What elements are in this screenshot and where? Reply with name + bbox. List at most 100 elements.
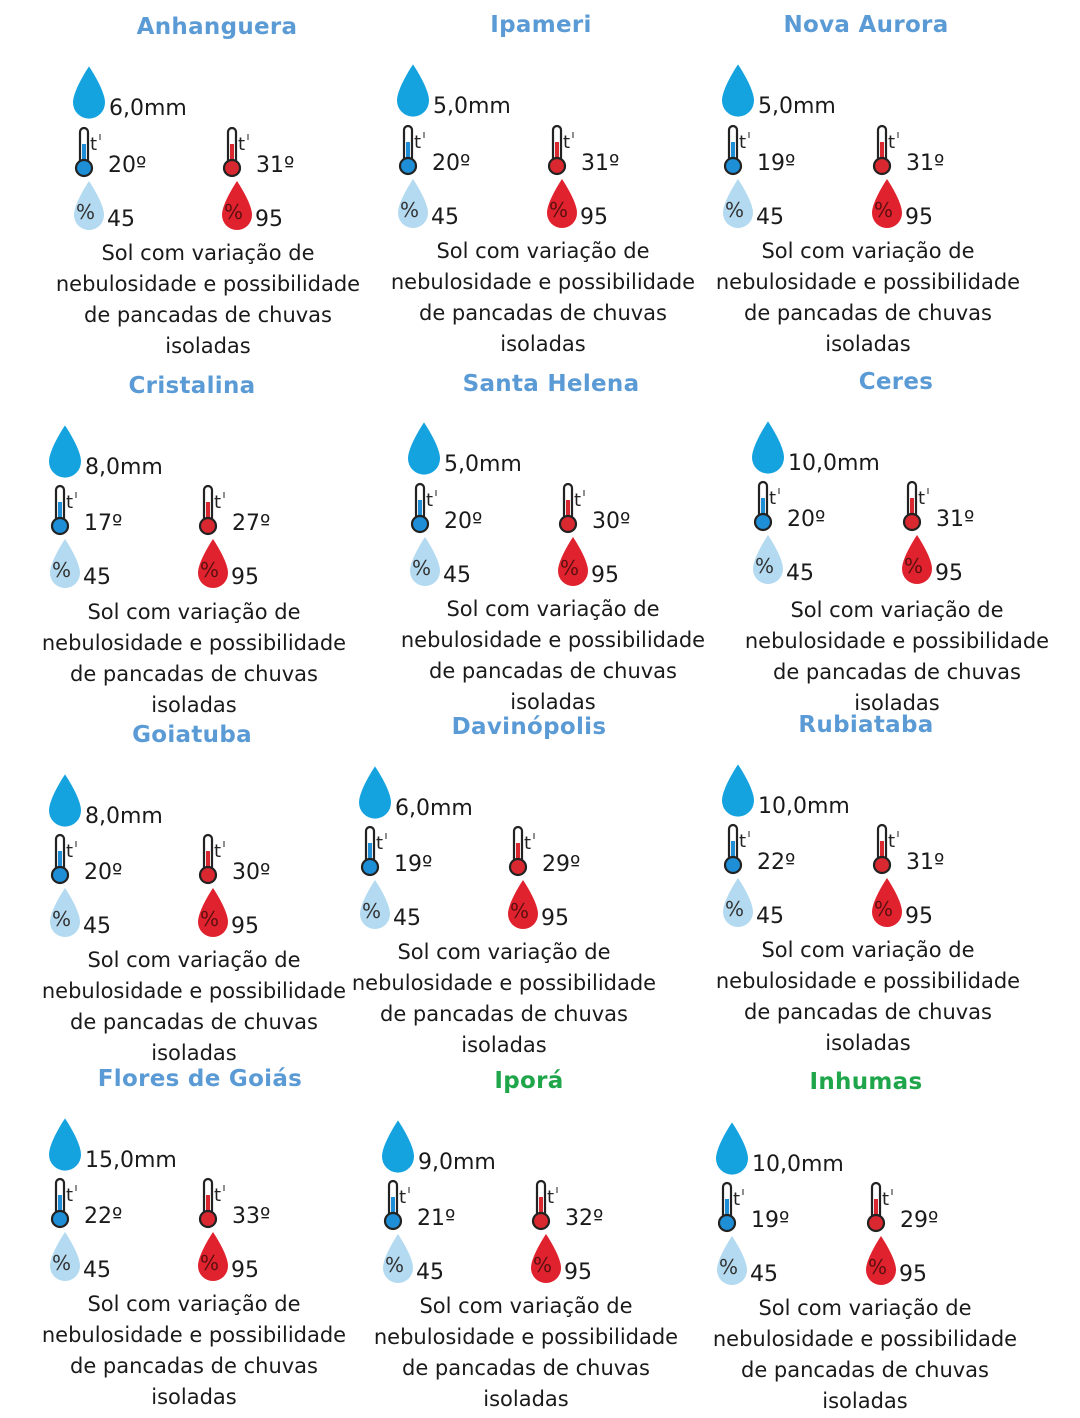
forecast-description: Sol com variação de nebulosidade e possib… [24,597,364,721]
temp-min: 20º [108,153,147,178]
rain-drop-icon [752,421,784,475]
description-line: de pancadas de chuvas [419,301,667,325]
temp-max: 31º [936,507,975,532]
temp-max: 30º [592,509,631,534]
humidity-max: 95 [905,904,933,929]
description-line: isoladas [151,1385,237,1409]
description-line: de pancadas de chuvas [741,1358,989,1382]
humidity-max: 95 [905,205,933,230]
city-title: Ceres [858,369,934,395]
description-line: de pancadas de chuvas [70,1010,318,1034]
description-line: Sol com variação de [761,239,975,263]
rain-drop-icon [382,1120,414,1174]
forecast-description: Sol com variação de nebulosidade e possib… [334,937,674,1061]
humidity-min: 45 [83,565,111,590]
humidity-min: 45 [786,561,814,586]
forecast-description: Sol com variação de nebulosidade e possib… [24,945,364,1069]
rain-amount: 8,0mm [85,804,163,829]
forecast-description: Sol com variação de nebulosidade e possib… [356,1291,696,1415]
city-title: Nova Aurora [783,12,949,38]
humidity-min-icon [410,537,440,587]
rain-drop-icon [722,764,754,818]
city-title: Santa Helena [462,371,640,397]
temp-min: 22º [84,1204,123,1229]
description-line: de pancadas de chuvas [773,660,1021,684]
description-line: de pancadas de chuvas [84,303,332,327]
forecast-description: Sol com variação de nebulosidade e possib… [698,935,1038,1059]
humidity-max-icon [508,880,538,930]
humidity-max-icon [547,179,577,229]
humidity-max: 95 [541,906,569,931]
description-line: Sol com variação de [419,1294,633,1318]
temp-min: 20º [432,151,471,176]
description-line: Sol com variação de [761,938,975,962]
humidity-min: 45 [750,1262,778,1287]
forecast-description: Sol com variação de nebulosidade e possib… [727,595,1067,719]
temp-max: 31º [256,153,295,178]
rain-drop-icon [716,1122,748,1176]
forecast-description: Sol com variação de nebulosidade e possib… [373,236,713,360]
humidity-max-icon [531,1234,561,1284]
humidity-max: 95 [935,561,963,586]
city-title: Cristalina [128,373,256,399]
humidity-min: 45 [83,914,111,939]
rain-drop-icon [722,64,754,118]
rain-amount: 9,0mm [418,1150,496,1175]
description-line: de pancadas de chuvas [70,662,318,686]
description-line: nebulosidade e possibilidade [715,969,1021,993]
humidity-max: 95 [231,914,259,939]
description-line: isoladas [500,332,586,356]
description-line: nebulosidade e possibilidade [41,631,347,655]
city-title: Rubiataba [798,712,934,738]
description-line: Sol com variação de [436,239,650,263]
humidity-max: 95 [580,205,608,230]
humidity-max: 95 [231,565,259,590]
description-line: nebulosidade e possibilidade [351,971,657,995]
temp-min: 19º [394,852,433,877]
temp-max: 29º [900,1208,939,1233]
humidity-max-icon [198,539,228,589]
description-line: Sol com variação de [87,600,301,624]
humidity-min: 45 [107,207,135,232]
city-title: Goiatuba [132,722,252,748]
description-line: de pancadas de chuvas [70,1354,318,1378]
temp-max: 31º [906,850,945,875]
humidity-max: 95 [255,207,283,232]
rain-amount: 10,0mm [758,794,850,819]
description-line: Sol com variação de [790,598,1004,622]
temp-max: 31º [906,151,945,176]
rain-amount: 5,0mm [758,94,836,119]
temp-max: 30º [232,860,271,885]
temp-min: 19º [751,1208,790,1233]
rain-drop-icon [359,766,391,820]
humidity-max-icon [872,179,902,229]
humidity-min-icon [753,535,783,585]
city-title: Anhanguera [136,14,298,40]
temp-min: 22º [757,850,796,875]
humidity-max-icon [866,1236,896,1286]
humidity-max-icon [872,878,902,928]
description-line: isoladas [165,334,251,358]
humidity-min-icon [74,181,104,231]
humidity-min: 45 [431,205,459,230]
city-title: Davinópolis [451,714,607,740]
temp-min: 20º [84,860,123,885]
description-line: nebulosidade e possibilidade [373,1325,679,1349]
city-title: Ipameri [490,12,592,38]
temp-max: 31º [581,151,620,176]
forecast-description: Sol com variação de nebulosidade e possib… [698,236,1038,360]
temp-min: 20º [444,509,483,534]
humidity-max-icon [558,537,588,587]
forecast-description: Sol com variação de nebulosidade e possib… [383,594,723,718]
humidity-min-icon [50,1232,80,1282]
temp-min: 20º [787,507,826,532]
description-line: isoladas [461,1033,547,1057]
rain-drop-icon [408,422,440,476]
humidity-min-icon [360,880,390,930]
description-line: de pancadas de chuvas [744,301,992,325]
description-line: Sol com variação de [101,241,315,265]
humidity-min: 45 [443,563,471,588]
rain-amount: 6,0mm [395,796,473,821]
description-line: de pancadas de chuvas [380,1002,628,1026]
temp-max: 29º [542,852,581,877]
